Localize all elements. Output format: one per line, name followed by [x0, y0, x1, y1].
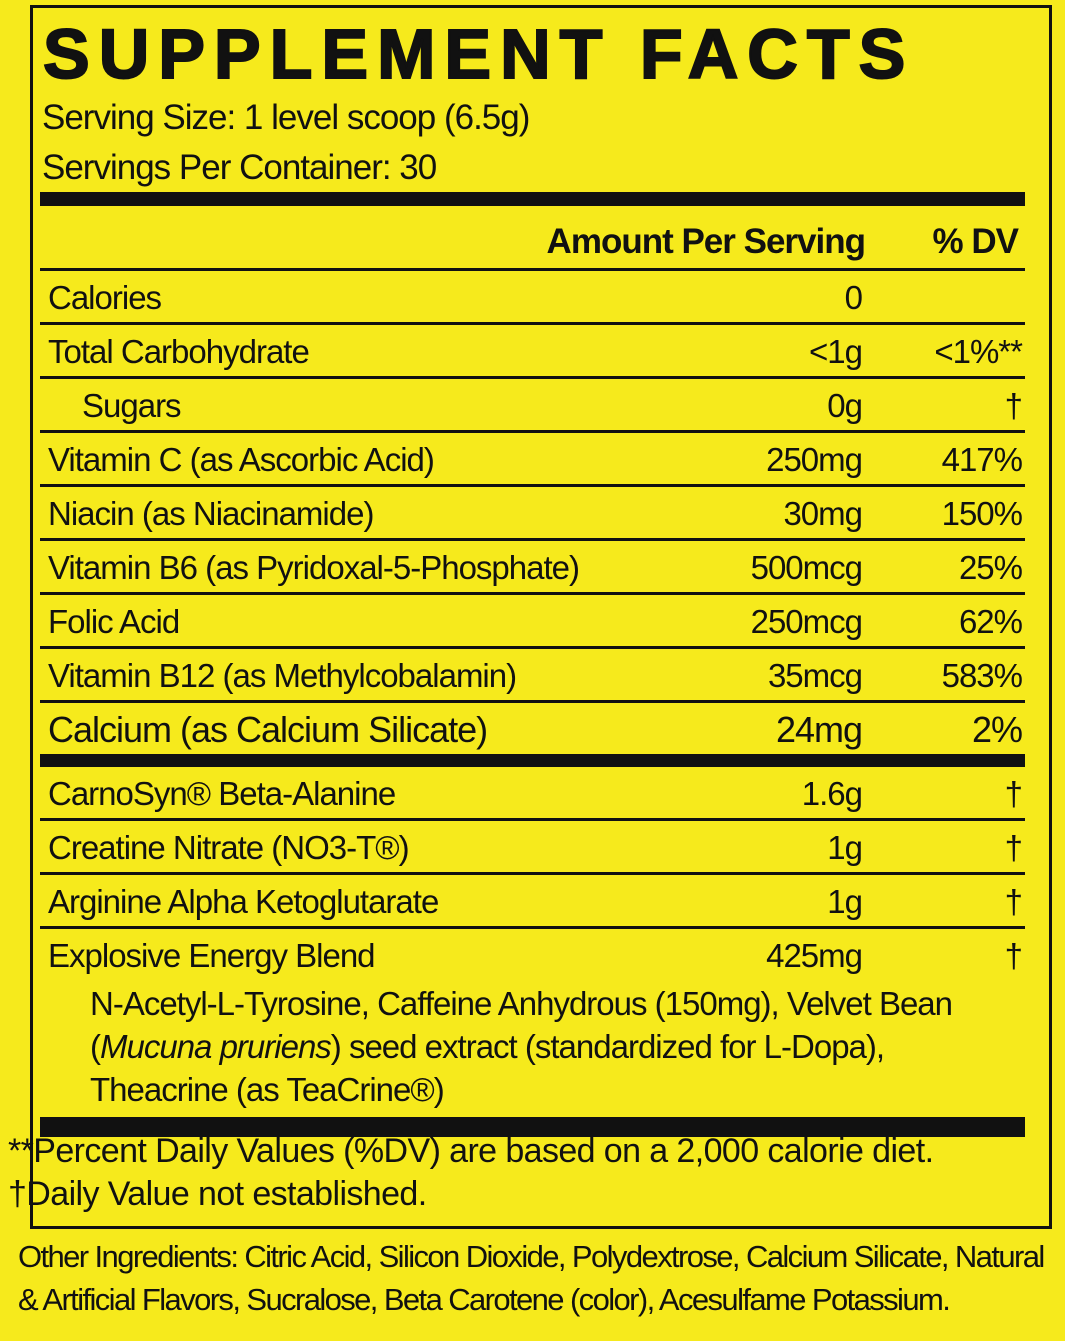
description-text: ) seed extract (standardized for L-Dopa)…	[90, 1028, 885, 1108]
amount: 1g	[827, 829, 863, 866]
amount: 35mcg	[767, 657, 863, 694]
amount: 250mcg	[750, 603, 863, 640]
footnotes: **Percent Daily Values (%DV) are based o…	[8, 1130, 934, 1216]
title: SUPPLEMENT FACTS	[42, 14, 915, 94]
nutrient-name: Sugars	[82, 387, 182, 424]
nutrient-name: Calcium (as Calcium Silicate)	[48, 709, 488, 750]
nutrient-name: Vitamin B6 (as Pyridoxal-5-Phosphate)	[48, 549, 580, 586]
dv-header: % DV	[932, 222, 1019, 261]
nutrient-name: Total Carbohydrate	[48, 333, 310, 370]
nutrient-name: CarnoSyn® Beta-Alanine	[48, 775, 396, 812]
nutrient-name: Arginine Alpha Ketoglutarate	[48, 883, 439, 920]
daily-value: †	[1004, 775, 1023, 812]
nutrient-name: Vitamin C (as Ascorbic Acid)	[48, 441, 435, 478]
table-header: Amount Per Serving % DV	[40, 206, 1025, 271]
nutrient-name: Calories	[48, 279, 162, 316]
facts-table: Amount Per Serving % DV Calories 0 Total C…	[40, 192, 1025, 1137]
daily-value: †	[1004, 883, 1023, 920]
amount: 250mg	[766, 441, 863, 478]
row-group: Calories 0 Total Carbohydrate <1g <1%** Sugar…	[40, 271, 1025, 754]
nutrient-row: Calories 0	[40, 271, 1025, 325]
amount: 1g	[827, 883, 863, 920]
nutrient-row: Creatine Nitrate (NO3-T®) 1g †	[40, 821, 1025, 875]
amount: 500mcg	[750, 549, 863, 586]
nutrient-name: Niacin (as Niacinamide)	[48, 495, 374, 532]
amount: <1g	[809, 333, 863, 370]
footnote: **Percent Daily Values (%DV) are based o…	[8, 1132, 934, 1170]
nutrient-name: Creatine Nitrate (NO3-T®)	[48, 829, 410, 866]
footnote: †Daily Value not established.	[8, 1175, 427, 1213]
nutrient-row: Folic Acid 250mcg 62%	[40, 595, 1025, 649]
daily-value: †	[1004, 387, 1023, 424]
amount-header: Amount Per Serving	[546, 222, 866, 261]
daily-value: <1%**	[934, 333, 1023, 370]
nutrient-row: Niacin (as Niacinamide) 30mg 150%	[40, 487, 1025, 541]
nutrient-row: Vitamin C (as Ascorbic Acid) 250mg 417%	[40, 433, 1025, 487]
nutrient-row: Explosive Energy Blend 425mg †	[40, 929, 1025, 980]
facts-panel: SUPPLEMENT FACTS Serving Size: 1 level s…	[30, 5, 1052, 1229]
blend-description: N-Acetyl-L-Tyrosine, Caffeine Anhydrous …	[40, 980, 1025, 1117]
nutrient-row: CarnoSyn® Beta-Alanine 1.6g †	[40, 767, 1025, 821]
nutrient-name: Folic Acid	[48, 603, 180, 640]
nutrient-row: Vitamin B12 (as Methylcobalamin) 35mcg 583…	[40, 649, 1025, 703]
thick-rule	[40, 192, 1025, 206]
row-group: CarnoSyn® Beta-Alanine 1.6g † Creatine Nitr…	[40, 767, 1025, 1117]
description-text: Mucuna pruriens	[100, 1028, 332, 1065]
daily-value: †	[1004, 937, 1023, 974]
daily-value: 25%	[958, 549, 1023, 586]
amount: 24mg	[775, 709, 863, 750]
daily-value: †	[1004, 829, 1023, 866]
nutrient-row: Total Carbohydrate <1g <1%**	[40, 325, 1025, 379]
serving-size: Serving Size: 1 level scoop (6.5g)	[42, 98, 530, 137]
thick-rule	[40, 1117, 1025, 1137]
nutrient-row: Sugars 0g †	[40, 379, 1025, 433]
thick-rule	[40, 754, 1025, 767]
amount: 30mg	[783, 495, 863, 532]
amount: 1.6g	[801, 775, 863, 812]
servings-per-container: Servings Per Container: 30	[42, 148, 437, 187]
daily-value: 2%	[971, 709, 1023, 750]
daily-value: 417%	[941, 441, 1023, 478]
amount: 0g	[827, 387, 863, 424]
nutrient-row: Calcium (as Calcium Silicate) 24mg 2%	[40, 703, 1025, 754]
amount: 0	[844, 279, 863, 316]
daily-value: 62%	[958, 603, 1023, 640]
nutrient-row: Vitamin B6 (as Pyridoxal-5-Phosphate) 500…	[40, 541, 1025, 595]
table-body: Calories 0 Total Carbohydrate <1g <1%** Sugar…	[40, 271, 1025, 1137]
description-text: N-Acetyl-L-Tyrosine, Caffeine Anhydrous …	[90, 985, 953, 1065]
nutrient-name: Explosive Energy Blend	[48, 937, 376, 974]
amount: 425mg	[766, 937, 863, 974]
nutrient-name: Vitamin B12 (as Methylcobalamin)	[48, 657, 517, 694]
other-ingredients: Other Ingredients: Citric Acid, Silicon …	[18, 1239, 1045, 1317]
daily-value: 150%	[941, 495, 1023, 532]
nutrient-row: Arginine Alpha Ketoglutarate 1g †	[40, 875, 1025, 929]
daily-value: 583%	[941, 657, 1023, 694]
